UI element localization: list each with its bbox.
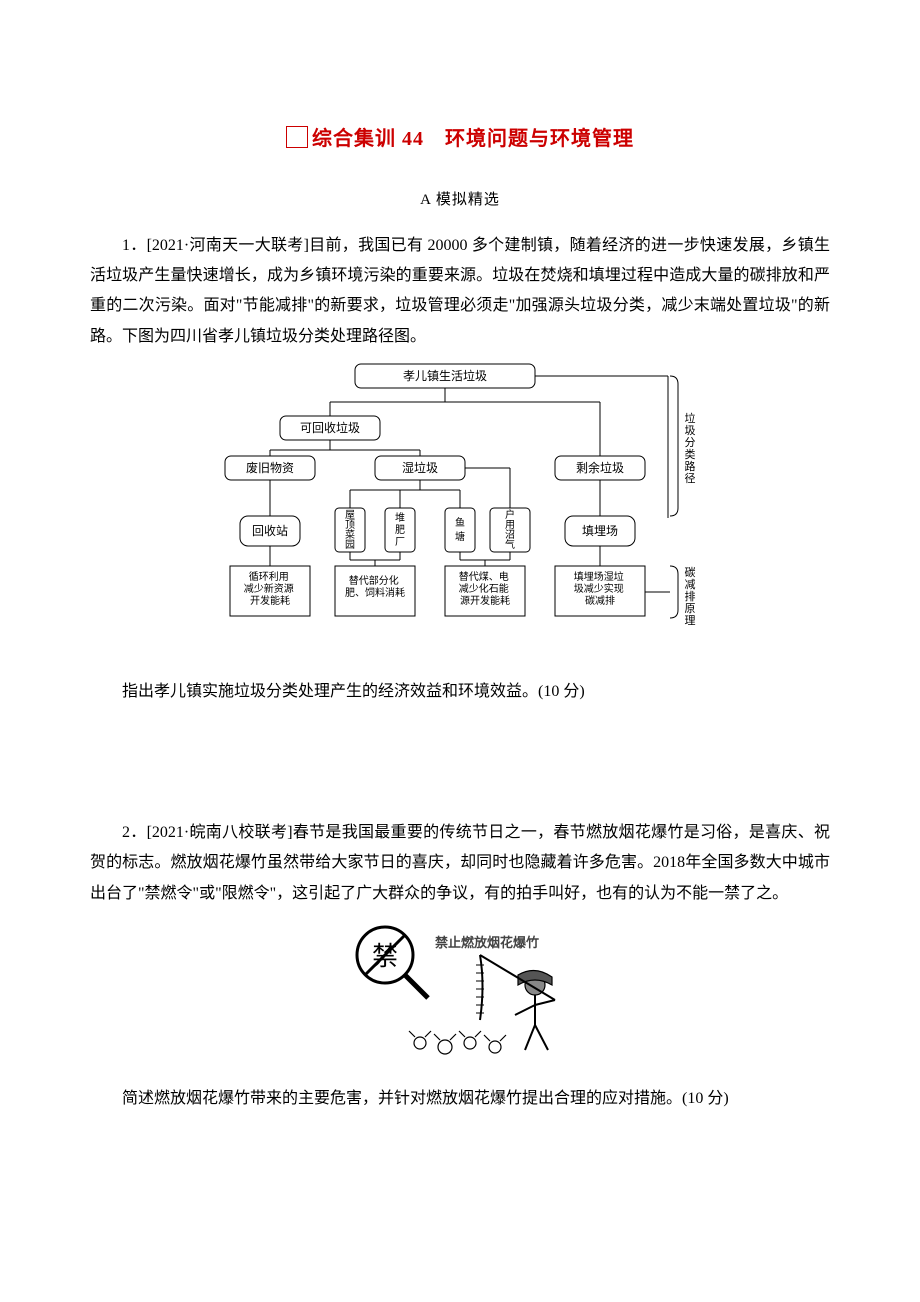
node-remain: 剩余垃圾 <box>576 460 624 475</box>
svg-text:替代部分化 肥、饲料消耗: 替代部分化 肥、饲料消耗 <box>345 574 405 599</box>
svg-text:堆肥厂: 堆肥厂 <box>395 512 405 548</box>
svg-text:循环利用 减少新资源: 循环利用 减少新资源 开发能耗 <box>244 570 297 607</box>
page: 综合集训 44 环境问题与环境管理 A 模拟精选 1．[2021·河南天一大联考… <box>0 0 920 1302</box>
svg-text:户用沼气: 户用沼气 <box>505 508 515 551</box>
svg-text:碳减排原理: 碳减排原理 <box>685 565 696 627</box>
page-title: 综合集训 44 环境问题与环境管理 <box>312 128 634 150</box>
node-wet-waste: 湿垃圾 <box>402 460 438 475</box>
fireworks-ban-svg: 禁 禁止燃放烟花爆竹 <box>330 915 590 1065</box>
q1-prompt: 指出孝儿镇实施垃圾分类处理产生的经济效益和环境效益。(10 分) <box>90 677 830 707</box>
leaf-landfill: 填埋场 <box>582 524 618 538</box>
svg-text:替代煤、电 减少化石能: 替代煤、电 减少化石能 源开发能耗 <box>459 570 512 607</box>
svg-text:垃圾分类路径: 垃圾分类路径 <box>685 411 696 485</box>
node-waste-material: 废旧物资 <box>246 460 294 475</box>
q2-illustration: 禁 禁止燃放烟花爆竹 <box>90 915 830 1076</box>
section-a-label: A 模拟精选 <box>90 186 830 215</box>
title-row: 综合集训 44 环境问题与环境管理 <box>90 120 830 158</box>
ban-banner: 禁止燃放烟花爆竹 <box>435 935 539 950</box>
leaf-recycle-station: 回收站 <box>252 524 288 538</box>
q1-diagram: 孝儿镇生活垃圾 可回收垃圾 剩余垃圾 <box>90 358 830 669</box>
node-top: 孝儿镇生活垃圾 <box>403 368 487 383</box>
q2-stem: 2．[2021·皖南八校联考]春节是我国最重要的传统节日之一，春节燃放烟花爆竹是… <box>90 818 830 909</box>
svg-text:屋顶菜园: 屋顶菜园 <box>345 509 355 551</box>
node-recyclable: 可回收垃圾 <box>300 420 360 435</box>
q1-stem: 1．[2021·河南天一大联考]目前，我国已有 20000 多个建制镇，随着经济… <box>90 231 830 353</box>
flowchart-svg: 孝儿镇生活垃圾 可回收垃圾 剩余垃圾 <box>200 358 720 658</box>
title-box-icon <box>286 126 308 148</box>
q2-prompt: 简述燃放烟花爆竹带来的主要危害，并针对燃放烟花爆竹提出合理的应对措施。(10 分… <box>90 1084 830 1114</box>
